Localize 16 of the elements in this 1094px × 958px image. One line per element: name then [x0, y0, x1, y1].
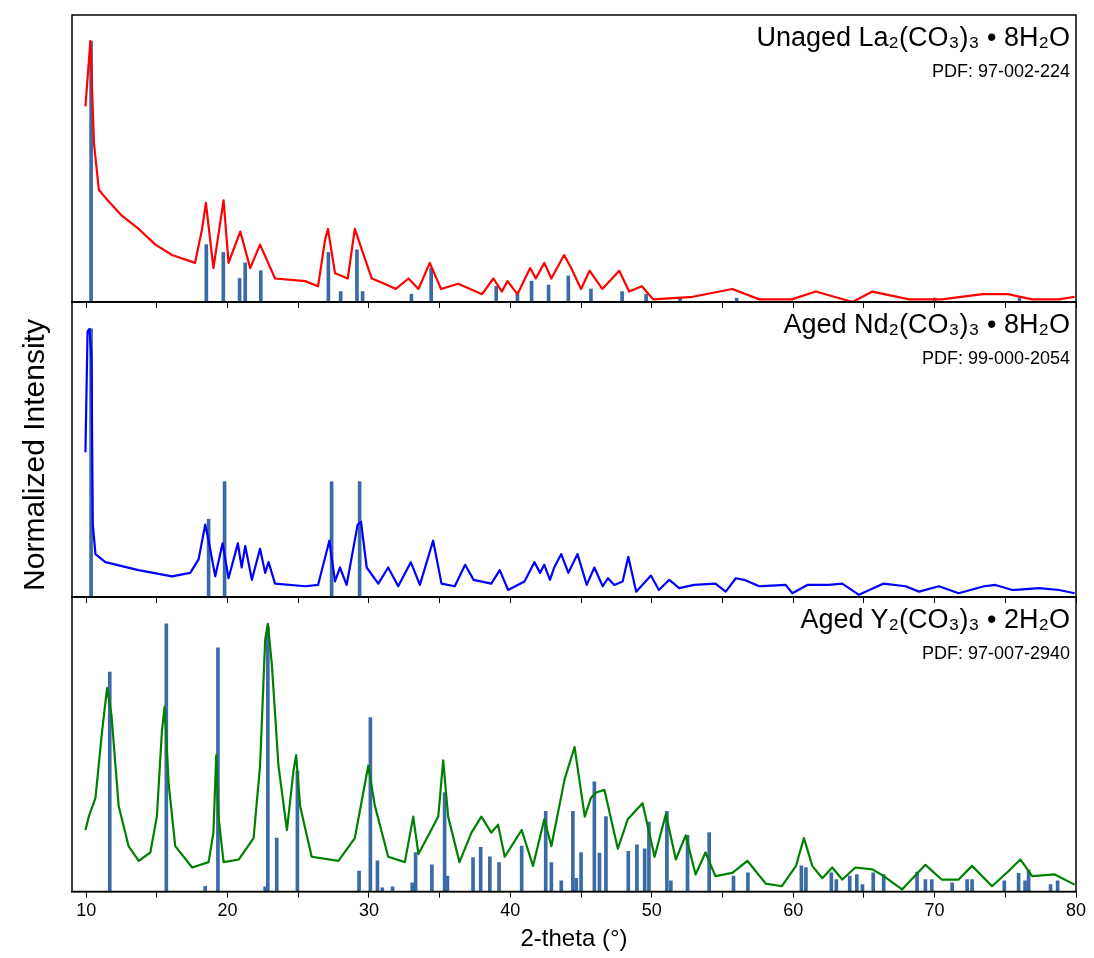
- text: PDF: 97-007-2940: [921, 642, 1070, 663]
- text: PDF: 97-002-224: [931, 60, 1070, 81]
- x-tick-label: 60: [783, 900, 804, 921]
- x-tick-label: 10: [76, 900, 97, 921]
- x-tick-label: 70: [924, 900, 945, 921]
- y-axis-title: Normalized Intensity: [17, 319, 51, 591]
- x-axis-title: 2-theta (°): [520, 924, 628, 952]
- x-tick-label: 30: [358, 900, 379, 921]
- chart-title: Aged Y₂(CO₃)₃ • 2H₂O: [800, 603, 1070, 634]
- x-tick-label: 40: [500, 900, 521, 921]
- x-tick-label: 20: [217, 900, 238, 921]
- x-tick-label: 80: [1065, 900, 1087, 921]
- text: PDF: 99-000-2054: [921, 347, 1070, 368]
- x-tick-label: 50: [641, 900, 662, 921]
- chart-title: Unaged La₂(CO₃)₃ • 8H₂O: [756, 21, 1070, 52]
- chart-title: Aged Nd₂(CO₃)₃ • 8H₂O: [783, 308, 1070, 339]
